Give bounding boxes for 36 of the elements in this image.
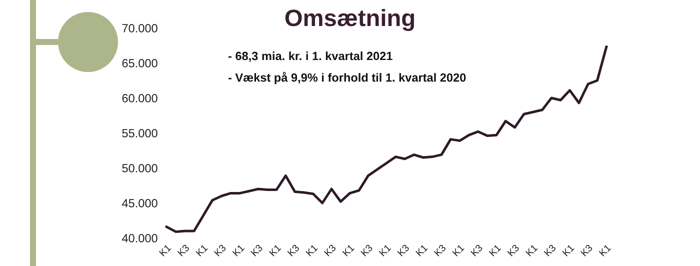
x-tick-label: K1 <box>268 244 282 256</box>
y-tick-label: 55.000 <box>122 129 158 138</box>
annotation: - 68,3 mia. kr. i 1. kvartal 2021 <box>228 52 392 62</box>
x-tick-label: K3 <box>287 244 300 256</box>
y-tick-label: 50.000 <box>122 164 158 172</box>
y-tick-label: 70.000 <box>122 24 158 32</box>
x-tick-label: K3 <box>470 244 483 256</box>
x-tick-label: K3 <box>580 244 593 256</box>
x-tick-label: K3 <box>434 244 446 256</box>
x-tick-label: K1 <box>306 244 318 256</box>
x-tick-label: K1 <box>526 244 538 256</box>
x-tick-label: K3 <box>250 244 263 256</box>
x-tick-label: K1 <box>452 244 464 256</box>
y-tick-label: 40.000 <box>122 234 158 242</box>
x-tick-label: K1 <box>598 244 612 256</box>
x-tick-label: K1 <box>232 244 245 256</box>
y-tick-label: 45.000 <box>122 199 158 208</box>
x-tick-label: K3 <box>507 244 520 256</box>
x-tick-label: K3 <box>324 244 336 256</box>
chart-title: Omsætning <box>285 8 414 32</box>
x-tick-label: K1 <box>158 244 172 256</box>
y-tick-label: 65.000 <box>122 59 158 68</box>
x-tick-label: K3 <box>544 244 556 256</box>
x-tick-label: K1 <box>378 244 392 256</box>
x-tick-label: K1 <box>488 244 502 256</box>
x-tick-label: K1 <box>416 244 428 256</box>
x-tick-label: K3 <box>360 244 373 256</box>
x-tick-label: K1 <box>342 244 354 256</box>
annotation: - Vækst på 9,9% i forhold til 1. kvartal 2020 <box>228 72 466 84</box>
x-tick-label: K1 <box>196 244 208 256</box>
x-tick-label: K3 <box>214 244 226 256</box>
y-tick-label: 60.000 <box>122 94 158 102</box>
x-tick-label: K1 <box>562 244 574 256</box>
x-tick-label: K3 <box>177 244 190 256</box>
line-series <box>165 46 608 233</box>
x-tick-label: K3 <box>397 244 410 256</box>
